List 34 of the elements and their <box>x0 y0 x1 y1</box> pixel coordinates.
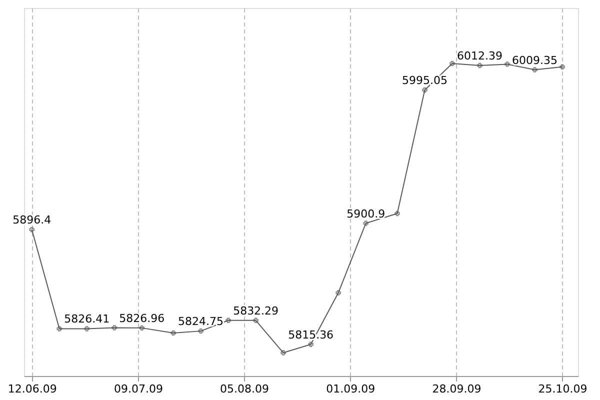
point <box>29 227 34 232</box>
point <box>422 87 428 93</box>
point <box>363 220 368 226</box>
point <box>84 326 90 332</box>
data-label: 5826.96 <box>119 312 165 325</box>
x-tick-label: 05.08.09 <box>220 382 270 396</box>
point <box>170 330 176 336</box>
data-label: 5900.9 <box>346 207 386 220</box>
point <box>394 210 400 216</box>
point <box>504 62 510 67</box>
point <box>198 328 204 334</box>
x-tick-label: 09.07.09 <box>114 382 163 396</box>
data-label: 6012.39 <box>457 49 503 62</box>
data-label: 5826.41 <box>64 312 110 326</box>
data-label: 6009.35 <box>512 54 558 67</box>
point <box>280 350 286 356</box>
point <box>477 62 482 68</box>
x-tick-label: 28.09.09 <box>432 382 482 396</box>
x-tick-label: 25.10.09 <box>538 382 588 396</box>
x-tick-label: 12.06.09 <box>8 382 57 396</box>
point <box>450 60 455 66</box>
point <box>56 326 62 332</box>
point <box>532 67 538 72</box>
data-label: 5824.75 <box>178 315 224 328</box>
point <box>253 318 258 324</box>
data-label: 5832.29 <box>233 304 279 318</box>
point <box>560 64 565 70</box>
point <box>112 325 117 330</box>
point <box>308 342 314 347</box>
point <box>226 318 231 323</box>
data-label: 5896.4 <box>12 214 52 227</box>
point <box>139 325 144 331</box>
x-tick-label: 01.09.09 <box>326 382 376 396</box>
point <box>336 290 341 296</box>
